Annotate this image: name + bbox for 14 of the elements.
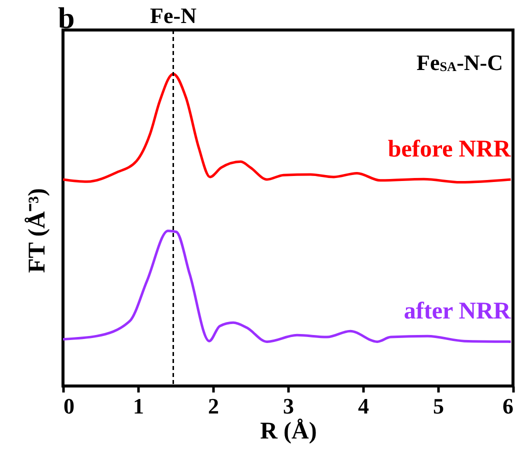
text: b bbox=[58, 2, 75, 36]
x-tick-label: 3 bbox=[283, 394, 294, 418]
series-label: after NRR bbox=[404, 298, 512, 325]
ref-line-label: Fe-N bbox=[150, 3, 197, 28]
series-label: before NRR bbox=[388, 136, 512, 162]
y-axis-title: FT (Å⁻³) bbox=[24, 188, 50, 273]
x-tick-label: 1 bbox=[133, 394, 144, 418]
x-tick-label: 6 bbox=[502, 394, 514, 418]
x-axis-title: R (Å) bbox=[260, 418, 317, 444]
x-tick-label: 5 bbox=[433, 394, 444, 418]
x-tick-label: 2 bbox=[208, 394, 219, 418]
annotation: Fe$_{SA}$-N-C bbox=[416, 50, 503, 76]
x-tick-label: 4 bbox=[358, 394, 369, 418]
x-tick-label: 0 bbox=[64, 394, 74, 418]
